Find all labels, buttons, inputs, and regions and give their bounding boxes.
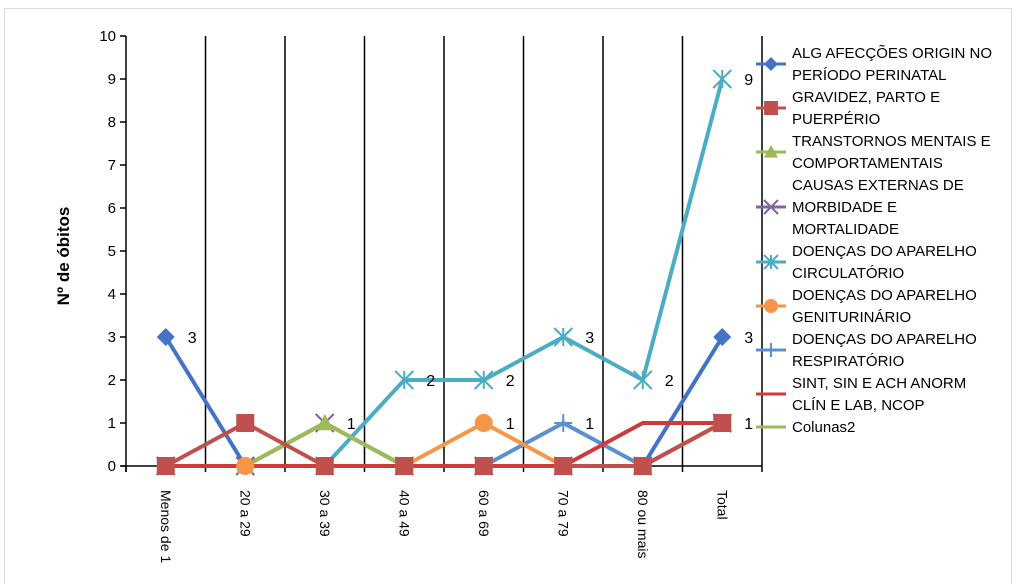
- gridlines: [204, 36, 763, 466]
- y-tick-label: 10: [99, 28, 116, 45]
- x-tick-label: 70 a 79: [555, 490, 571, 537]
- marker-series-1-point-6: [633, 457, 652, 475]
- series-markers: [156, 69, 732, 476]
- legend-swatch-marker: [764, 101, 778, 115]
- legend-label: GRAVIDEZ, PARTO E: [792, 89, 940, 106]
- data-label: 2: [426, 373, 435, 390]
- marker-series-1-point-5: [554, 457, 573, 475]
- axes: [120, 35, 763, 472]
- y-axis-label: Nº de óbitos: [54, 207, 73, 306]
- marker-series-6-point-5: [554, 414, 573, 432]
- data-labels: 3 3 1 2 2 3 2 9 1 1 1: [188, 72, 754, 433]
- marker-series-4-point-3: [394, 370, 414, 390]
- y-tick-label: 3: [108, 329, 116, 346]
- y-tick-label: 1: [108, 415, 116, 432]
- legend-label: DOENÇAS DO APARELHO: [792, 287, 977, 304]
- y-tick-label: 8: [108, 114, 116, 131]
- legend-label: DOENÇAS DO APARELHO: [792, 243, 977, 260]
- legend-label: Colunas2: [792, 419, 855, 436]
- x-tick-label: Total: [714, 490, 730, 520]
- x-tick-labels: Menos de 1 20 a 29 30 a 39 40 a 49 60 a 69 70…: [158, 490, 731, 563]
- x-tick-label: 60 a 69: [476, 490, 492, 537]
- marker-series-1-point-7: [713, 414, 732, 432]
- marker-series-4-point-5: [553, 327, 573, 347]
- data-label: 3: [188, 330, 197, 347]
- y-tick-label: 9: [108, 71, 116, 88]
- legend-entry-8: Colunas2: [756, 419, 855, 436]
- legend-entry-6: DOENÇAS DO APARELHO RESPIRATÓRIO: [756, 331, 977, 370]
- legend-swatch-marker: [764, 57, 778, 71]
- legend-entry-1: GRAVIDEZ, PARTO E PUERPÉRIO: [756, 89, 940, 128]
- data-label: 2: [506, 373, 515, 390]
- legend-entry-2: TRANSTORNOS MENTAIS E COMPORTAMENTAIS: [756, 133, 991, 172]
- marker-series-5-point-1: [236, 457, 255, 475]
- legend-label: TRANSTORNOS MENTAIS E: [792, 133, 991, 150]
- marker-series-4-point-7: [712, 69, 732, 89]
- legend-label: CAUSAS EXTERNAS DE: [792, 177, 964, 194]
- marker-series-1-point-3: [395, 457, 414, 475]
- y-tick-label: 6: [108, 200, 116, 217]
- chart-frame: 0 1 2 3 4 5 6 7 8 9 10 Menos de 1 20 a 29 30 a 39 40 …: [4, 8, 1012, 584]
- legend-entry-5: DOENÇAS DO APARELHO GENITURINÁRIO: [756, 287, 977, 326]
- x-tick-label: 20 a 29: [237, 490, 253, 537]
- legend: ALG AFECÇÕES ORIGIN NO PERÍODO PERINATAL G…: [756, 45, 992, 436]
- x-tick-label: 30 a 39: [317, 490, 333, 537]
- marker-series-4-point-6: [633, 370, 653, 390]
- legend-label: MORBIDADE E: [792, 199, 897, 216]
- marker-series-5-point-4: [474, 414, 493, 432]
- legend-label: PUERPÉRIO: [792, 111, 880, 128]
- legend-label: SINT, SIN E ACH ANORM: [792, 375, 966, 392]
- data-label: 1: [744, 416, 753, 433]
- marker-series-0-point-7: [713, 328, 732, 346]
- legend-label: PERÍODO PERINATAL: [792, 67, 946, 84]
- y-tick-labels: 0 1 2 3 4 5 6 7 8 9 10: [99, 28, 116, 475]
- series-line-0: [641, 335, 724, 468]
- legend-entry-0: ALG AFECÇÕES ORIGIN NO PERÍODO PERINATAL: [756, 45, 992, 84]
- data-label: 1: [506, 416, 515, 433]
- data-label: 1: [347, 416, 356, 433]
- series-line-7: [165, 421, 723, 468]
- legend-label: COMPORTAMENTAIS: [792, 155, 943, 172]
- marker-series-1-point-0: [156, 457, 175, 475]
- legend-swatch-marker: [763, 199, 779, 215]
- marker-series-1-point-1: [236, 414, 255, 432]
- y-tick-label: 5: [108, 243, 116, 260]
- legend-label: ALG AFECÇÕES ORIGIN NO: [792, 45, 992, 62]
- legend-entry-7: SINT, SIN E ACH ANORM CLÍN E LAB, NCOP: [756, 375, 966, 414]
- y-tick-label: 0: [108, 458, 116, 475]
- marker-series-2-point-2: [315, 414, 334, 431]
- legend-swatch-marker: [764, 145, 778, 158]
- marker-series-1-point-4: [474, 457, 493, 475]
- series-lines: [164, 78, 725, 468]
- legend-label: DOENÇAS DO APARELHO: [792, 331, 977, 348]
- y-tick-label: 4: [108, 286, 116, 303]
- legend-swatch-marker: [764, 343, 778, 357]
- data-label: 2: [665, 373, 674, 390]
- data-label: 1: [585, 416, 594, 433]
- legend-swatch-marker: [764, 299, 778, 313]
- line-chart: 0 1 2 3 4 5 6 7 8 9 10 Menos de 1 20 a 29 30 a 39 40 …: [54, 28, 992, 563]
- marker-series-4-point-4: [474, 370, 494, 390]
- legend-label: GENITURINÁRIO: [792, 309, 911, 326]
- legend-label: CIRCULATÓRIO: [792, 265, 904, 282]
- x-tick-label: Menos de 1: [158, 490, 174, 563]
- marker-series-1-point-2: [315, 457, 334, 475]
- legend-label: MORTALIDADE: [792, 221, 899, 238]
- data-label: 3: [744, 330, 753, 347]
- x-tick-label: 80 ou mais: [635, 490, 651, 558]
- marker-series-0-point-0: [156, 328, 175, 346]
- legend-label: RESPIRATÓRIO: [792, 353, 904, 370]
- legend-entry-4: DOENÇAS DO APARELHO CIRCULATÓRIO: [756, 243, 977, 282]
- series-line-0: [164, 335, 247, 468]
- x-tick-label: 40 a 49: [396, 490, 412, 537]
- y-tick-label: 7: [108, 157, 116, 174]
- legend-entry-3: CAUSAS EXTERNAS DE MORBIDADE E MORTALIDADE: [756, 177, 964, 238]
- legend-swatch-marker: [763, 254, 779, 270]
- legend-label: CLÍN E LAB, NCOP: [792, 397, 925, 414]
- y-tick-label: 2: [108, 372, 116, 389]
- data-label: 9: [744, 72, 753, 89]
- data-label: 3: [585, 330, 594, 347]
